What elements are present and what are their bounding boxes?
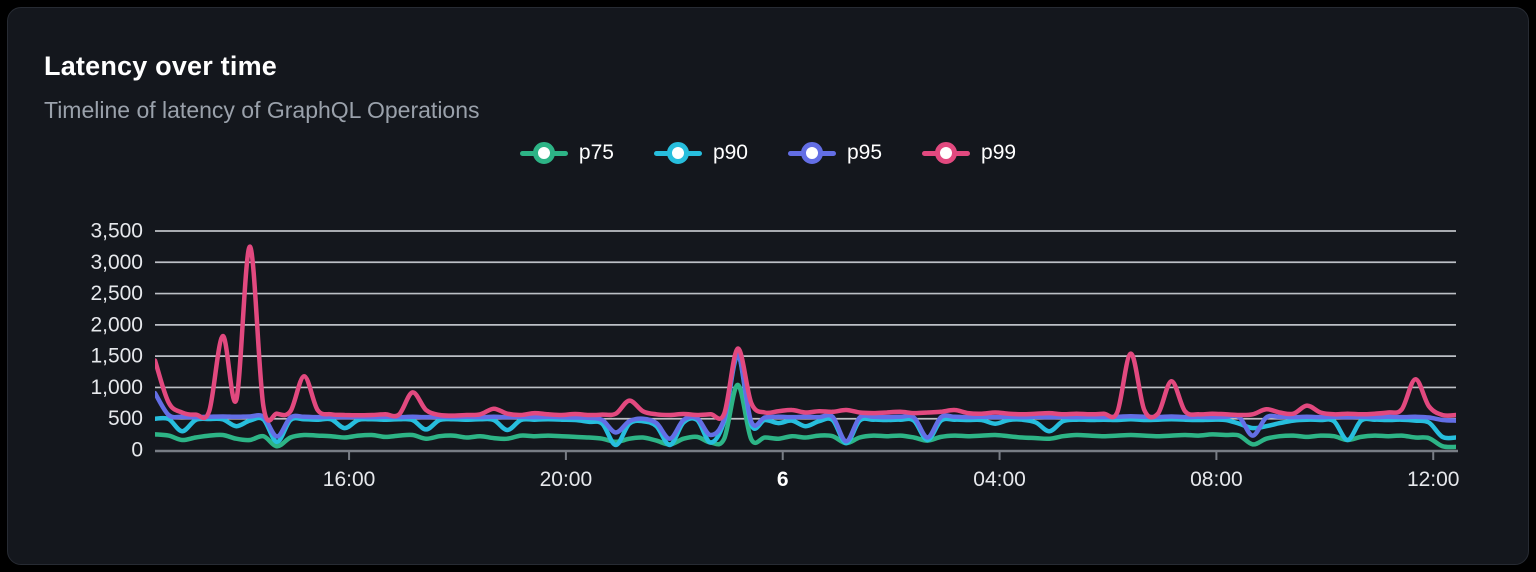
panel-title: Latency over time bbox=[44, 51, 277, 81]
x-axis-label: 20:00 bbox=[540, 468, 593, 491]
x-axis-label: 12:00 bbox=[1407, 468, 1460, 491]
y-axis-label: 2,500 bbox=[90, 282, 143, 305]
series-line-p99 bbox=[155, 244, 1456, 423]
panel-subtitle: Timeline of latency of GraphQL Operation… bbox=[44, 97, 480, 123]
legend-item-p99[interactable]: p99 bbox=[922, 141, 1016, 165]
legend-marker-dot bbox=[935, 142, 958, 164]
legend-item-p90[interactable]: p90 bbox=[653, 141, 748, 165]
y-axis-label: 3,000 bbox=[90, 251, 143, 274]
x-axis-label: 08:00 bbox=[1190, 468, 1243, 491]
latency-panel: Latency over time Timeline of latency of… bbox=[7, 7, 1529, 565]
legend-series-marker-icon bbox=[788, 142, 836, 164]
legend-item-p95[interactable]: p95 bbox=[788, 141, 882, 165]
legend-series-marker-icon bbox=[653, 142, 702, 164]
legend-label: p99 bbox=[981, 141, 1017, 164]
series-lines bbox=[155, 244, 1456, 450]
legend-label: p90 bbox=[712, 141, 748, 164]
y-axis-label: 0 bbox=[131, 439, 143, 462]
legend-label: p75 bbox=[578, 141, 614, 164]
legend-series-marker-icon bbox=[922, 142, 971, 164]
chart-legend: p75 p90 p95 p99 bbox=[8, 141, 1528, 165]
legend-label: p95 bbox=[847, 141, 883, 164]
plot-area[interactable] bbox=[155, 196, 1456, 450]
legend-item-p75[interactable]: p75 bbox=[519, 141, 614, 165]
y-axis-label: 3,500 bbox=[90, 220, 143, 243]
legend-marker-dot bbox=[532, 142, 555, 164]
x-axis-label: 04:00 bbox=[973, 468, 1026, 491]
legend-marker-dot bbox=[801, 142, 823, 164]
x-axis-label: 16:00 bbox=[323, 468, 376, 491]
y-axis-label: 1,000 bbox=[90, 376, 143, 399]
x-axis-label: 6 bbox=[777, 468, 789, 491]
series-line-p75 bbox=[155, 382, 1456, 450]
y-axis-label: 1,500 bbox=[90, 345, 143, 368]
y-axis-label: 500 bbox=[108, 407, 143, 430]
legend-series-marker-icon bbox=[519, 142, 568, 164]
y-axis-label: 2,000 bbox=[90, 313, 143, 336]
legend-marker-dot bbox=[666, 142, 689, 164]
